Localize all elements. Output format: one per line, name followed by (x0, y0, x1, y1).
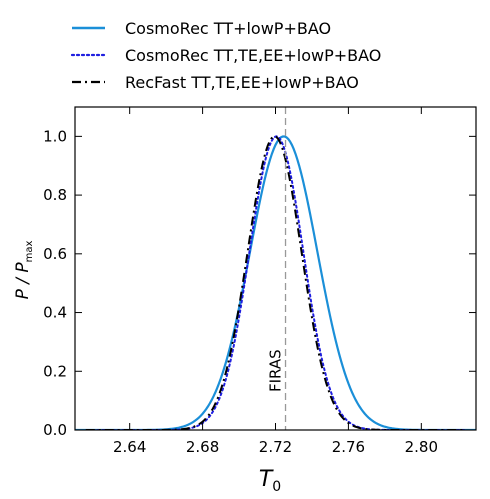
annotations: FIRAS (267, 107, 286, 430)
y-axis-label-subscript: max (24, 241, 35, 263)
y-tick-label-2: 0.2 (43, 362, 67, 380)
legend: CosmoRec TT+lowP+BAO CosmoRec TT,TE,EE+lo… (72, 19, 381, 92)
y-tick-label-5: 0.8 (43, 186, 67, 204)
x-axis-label-subscript: 0 (272, 479, 281, 495)
x-tick-label-4: 2.76 (332, 438, 365, 456)
y-tick-label-3: 0.4 (43, 304, 67, 322)
axis-ticks: 2.64 2.68 2.72 2.76 2.80 0.0 0.2 0.4 0.6 0.8 1.0 (43, 107, 476, 456)
legend-label-1: CosmoRec TT+lowP+BAO (125, 19, 331, 38)
y-axis-label: P / Pmax (13, 241, 35, 300)
y-tick-label-4: 0.6 (43, 245, 67, 263)
x-tick-label-3: 2.72 (259, 438, 292, 456)
x-tick-label-1: 2.64 (113, 438, 146, 456)
legend-label-3: RecFast TT,TE,EE+lowP+BAO (125, 73, 359, 92)
legend-label-2: CosmoRec TT,TE,EE+lowP+BAO (125, 46, 381, 65)
y-tick-label-1: 0.0 (43, 421, 67, 439)
x-axis-label: T0 (259, 467, 281, 495)
x-tick-label-2: 2.68 (186, 438, 219, 456)
annotation-label-1: FIRAS (267, 349, 285, 392)
y-tick-label-6: 1.0 (43, 127, 67, 145)
x-tick-label-5: 2.80 (405, 438, 438, 456)
